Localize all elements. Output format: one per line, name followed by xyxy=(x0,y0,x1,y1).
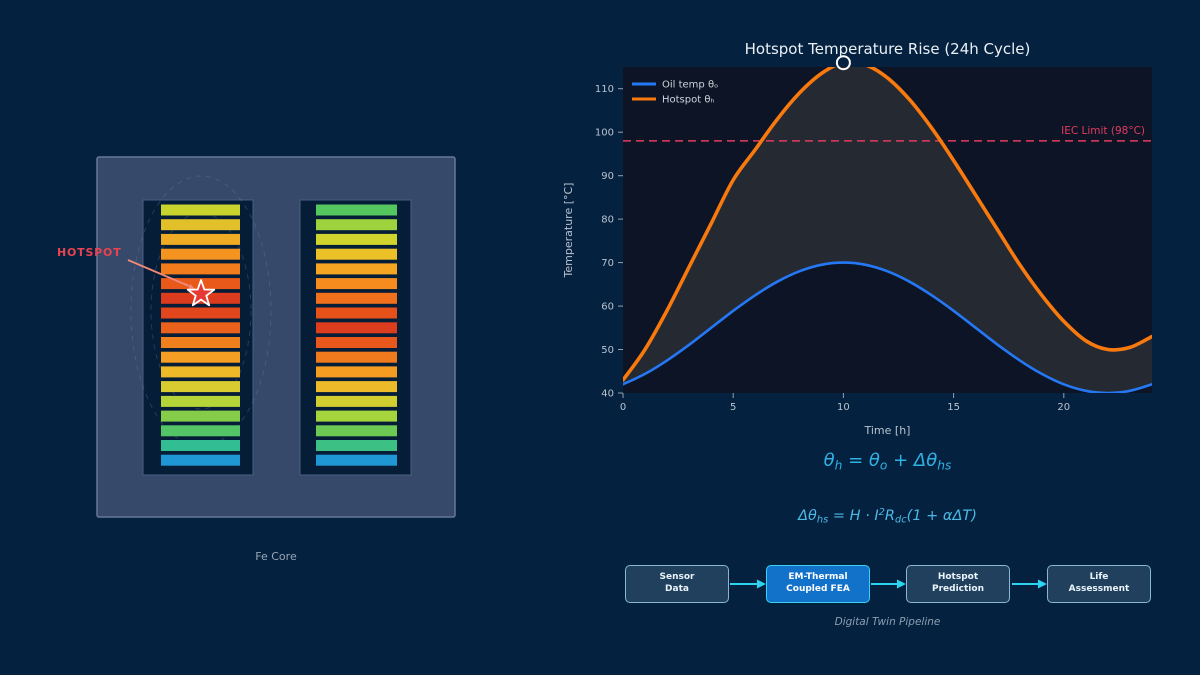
chart-title: Hotspot Temperature Rise (24h Cycle) xyxy=(745,40,1031,58)
formula-segment: R xyxy=(884,507,895,524)
formula-segment: = θ xyxy=(842,450,880,471)
winding-bar-left xyxy=(161,322,240,334)
formula-segment: hs xyxy=(937,458,952,473)
oil-temp-curve xyxy=(623,261,1152,393)
formula-segment: o xyxy=(879,458,888,473)
pipeline-arrows xyxy=(730,579,1047,589)
x-tick-label: 5 xyxy=(730,402,736,413)
winding-bar-left xyxy=(161,395,240,407)
pipeline-stage: Sensor Data xyxy=(625,565,729,603)
formula-segment: + Δθ xyxy=(887,450,938,471)
y-tick-label: 90 xyxy=(601,171,614,182)
hotspot-arrow xyxy=(127,259,190,287)
hotspot-curve xyxy=(623,67,1152,382)
winding-bar-left xyxy=(161,440,240,451)
legend-label: Oil temp θₒ xyxy=(662,80,718,91)
y-axis-label: Temperature [°C] xyxy=(562,183,575,279)
winding-bar-right xyxy=(316,337,397,348)
winding-bar-right xyxy=(316,454,397,466)
formula-segment: θ xyxy=(823,450,835,471)
pipeline-stage: Life Assessment xyxy=(1047,565,1151,603)
winding-bar-left xyxy=(161,381,240,393)
winding-bar-left xyxy=(161,337,240,348)
winding-bar-left xyxy=(161,410,240,422)
y-tick-label: 50 xyxy=(601,345,614,356)
pipeline-caption: Digital Twin Pipeline xyxy=(834,616,941,628)
hotspot-arrowhead xyxy=(187,283,195,291)
formula-segment: 2 xyxy=(878,507,885,518)
winding-bar-left xyxy=(161,219,240,231)
winding-bar-right xyxy=(316,263,397,275)
digital-twin-pipeline: Sensor Data EM-Thermal Coupled FEA Hotspot… xyxy=(560,560,1160,616)
core-caption: Fe Core xyxy=(255,550,297,563)
formula-segment: Δθ xyxy=(798,507,817,524)
winding-bar-left xyxy=(161,307,240,319)
winding-bar-right xyxy=(316,381,397,393)
hotspot-star xyxy=(186,279,216,307)
winding-bar-right xyxy=(316,410,397,422)
winding-bar-right xyxy=(316,322,397,334)
hotspot-label: HOTSPOT xyxy=(57,246,122,259)
y-tick-label: 110 xyxy=(595,84,614,95)
transformer-core-diagram xyxy=(96,156,456,518)
winding-bar-left xyxy=(161,454,240,466)
winding-bar-right xyxy=(316,425,397,437)
winding-bar-right xyxy=(316,307,397,319)
fill-between-area xyxy=(623,67,1152,393)
peak-marker xyxy=(835,55,851,71)
formula-segment: hs xyxy=(816,514,829,526)
pipeline-stage: EM-Thermal Coupled FEA xyxy=(766,565,870,603)
y-tick-label: 60 xyxy=(601,302,614,313)
winding-bar-right xyxy=(316,278,397,290)
y-tick-label: 70 xyxy=(601,258,614,269)
x-tick-label: 0 xyxy=(620,402,626,413)
winding-bar-left xyxy=(161,248,240,260)
winding-bar-left xyxy=(161,263,240,275)
pipeline-stage: Hotspot Prediction xyxy=(906,565,1010,603)
x-tick-label: 10 xyxy=(837,402,850,413)
iec-limit-label: IEC Limit (98°C) xyxy=(1061,125,1145,137)
winding-bar-right xyxy=(316,440,397,451)
winding-bar-right xyxy=(316,233,397,245)
formula-segment: dc xyxy=(894,514,907,526)
winding-bar-right xyxy=(316,351,397,363)
pipeline-arrowhead xyxy=(897,579,906,589)
winding-bar-right xyxy=(316,395,397,407)
y-tick-label: 80 xyxy=(601,215,614,226)
winding-bar-left xyxy=(161,204,240,216)
winding-bar-right xyxy=(316,204,397,216)
winding-bar-right xyxy=(316,248,397,260)
winding-bar-left xyxy=(161,366,240,378)
x-tick-label: 15 xyxy=(947,402,960,413)
y-tick-label: 40 xyxy=(601,389,614,400)
x-axis-label: Time [h] xyxy=(864,424,911,437)
formula-segment: = H · I xyxy=(828,507,879,524)
winding-bar-right xyxy=(316,366,397,378)
x-tick-label: 20 xyxy=(1057,402,1070,413)
formula-hotspot-rise: Δθhs = H · I2Rdc(1 + αΔT) xyxy=(623,507,1152,526)
winding-bar-left xyxy=(161,351,240,363)
winding-bar-right xyxy=(316,292,397,304)
pipeline-arrowhead xyxy=(1038,579,1047,589)
formula-hotspot-temp: θh = θo + Δθhs xyxy=(623,450,1152,472)
winding-bar-left xyxy=(161,425,240,437)
flux-contour xyxy=(150,212,252,410)
winding-bar-left xyxy=(161,233,240,245)
legend-label: Hotspot θₕ xyxy=(662,95,715,106)
winding-bar-right xyxy=(316,219,397,231)
pipeline-arrowhead xyxy=(757,579,766,589)
temperature-chart: IEC Limit (98°C) 40 50 60 70 80 90 100 110 0 5 10 15… xyxy=(562,40,1152,437)
y-tick-label: 100 xyxy=(595,128,614,139)
formula-segment: h xyxy=(834,458,843,473)
formula-segment: (1 + αΔT) xyxy=(906,507,977,524)
